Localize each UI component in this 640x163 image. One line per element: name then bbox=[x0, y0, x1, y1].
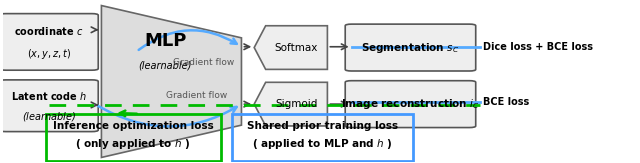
Text: Softmax: Softmax bbox=[275, 43, 318, 52]
Text: Sigmoid: Sigmoid bbox=[275, 99, 317, 109]
Text: MLP: MLP bbox=[144, 32, 186, 50]
Text: ( only applied to $h$ ): ( only applied to $h$ ) bbox=[76, 137, 191, 151]
Text: Image reconstruction $i_C$: Image reconstruction $i_C$ bbox=[341, 97, 480, 111]
FancyBboxPatch shape bbox=[0, 14, 98, 70]
Text: Dice loss + BCE loss: Dice loss + BCE loss bbox=[483, 42, 593, 52]
Text: Inference optimization loss: Inference optimization loss bbox=[53, 121, 214, 131]
Text: Shared prior training loss: Shared prior training loss bbox=[247, 121, 398, 131]
FancyBboxPatch shape bbox=[0, 80, 98, 132]
Polygon shape bbox=[254, 26, 328, 69]
Polygon shape bbox=[254, 82, 328, 126]
Text: Gradient flow: Gradient flow bbox=[166, 91, 228, 100]
Text: ($x, y, z, t$): ($x, y, z, t$) bbox=[27, 47, 71, 61]
Text: Gradient flow: Gradient flow bbox=[173, 58, 234, 67]
Text: Latent code $h$: Latent code $h$ bbox=[11, 90, 87, 102]
FancyBboxPatch shape bbox=[345, 24, 476, 71]
Text: (learnable): (learnable) bbox=[138, 60, 192, 70]
Text: Segmentation $s_C$: Segmentation $s_C$ bbox=[362, 41, 460, 55]
Text: coordinate $c$: coordinate $c$ bbox=[14, 25, 84, 37]
FancyBboxPatch shape bbox=[345, 81, 476, 128]
Text: BCE loss: BCE loss bbox=[483, 97, 530, 107]
Polygon shape bbox=[101, 6, 241, 157]
Text: ($learnable$): ($learnable$) bbox=[22, 110, 76, 123]
Text: ( applied to MLP and $h$ ): ( applied to MLP and $h$ ) bbox=[252, 137, 393, 151]
